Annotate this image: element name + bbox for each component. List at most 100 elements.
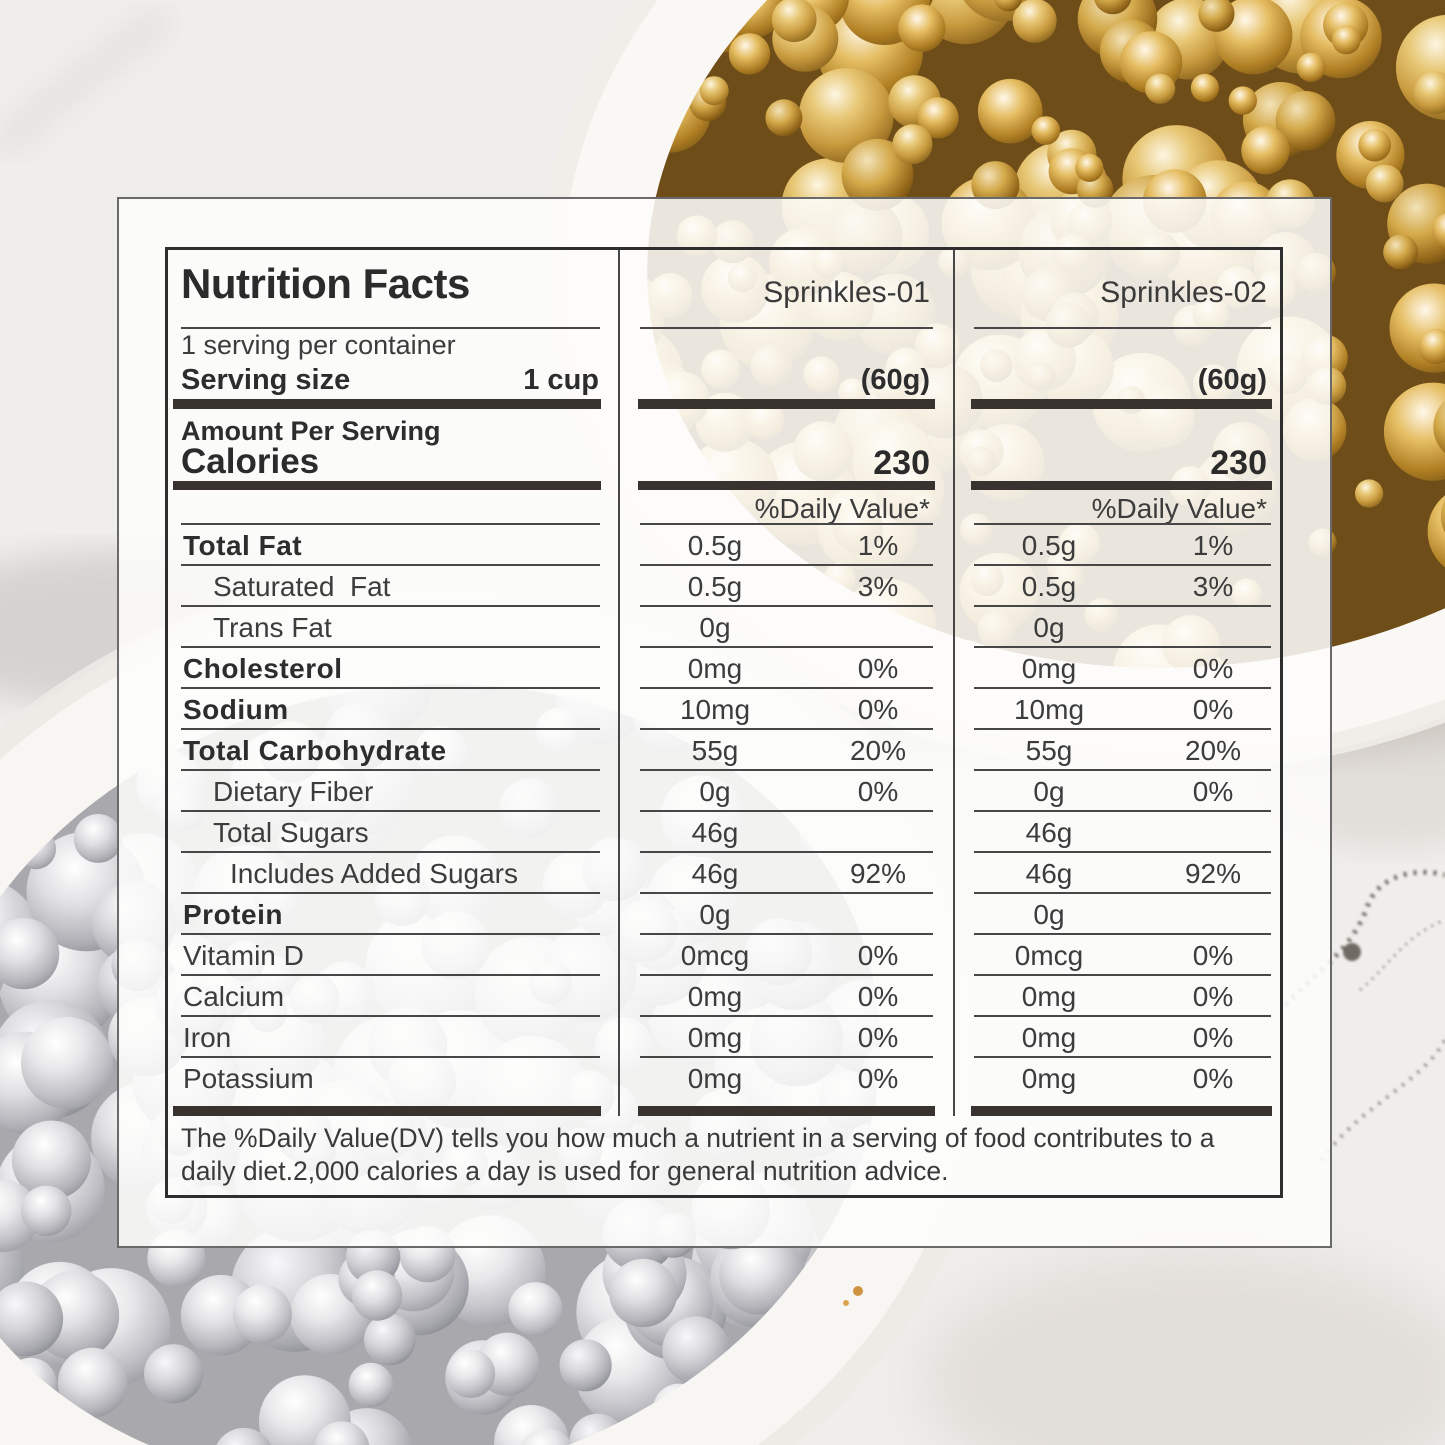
nutrient-row: Sodium 10mg 0% 10mg 0% bbox=[168, 689, 1280, 730]
row-rule bbox=[974, 974, 1271, 976]
thick-bar bbox=[638, 481, 935, 490]
nutrient-amount-product-2: 0mg bbox=[1021, 653, 1077, 684]
row-rule bbox=[181, 769, 600, 771]
marble-speck bbox=[1343, 943, 1361, 961]
nutrient-row: Vitamin D 0mcg 0% 0mcg 0% bbox=[168, 935, 1280, 976]
row-rule bbox=[974, 1015, 1271, 1017]
nutrient-row: Trans Fat 0g 0g bbox=[168, 607, 1280, 648]
row-rule bbox=[640, 605, 933, 607]
nutrient-amount-product-2: 0mcg bbox=[1014, 940, 1084, 971]
nutrient-amount-product-2: 0mg bbox=[1021, 1022, 1077, 1053]
nutrient-amount-product-1: 0g bbox=[699, 612, 731, 643]
thick-bar bbox=[173, 481, 601, 490]
thick-bar bbox=[638, 399, 935, 409]
nutrient-label: Iron bbox=[183, 1022, 232, 1053]
nutrient-dv-product-1: 0% bbox=[857, 653, 899, 684]
row-rule bbox=[181, 933, 600, 935]
nutrient-dv-product-2: 0% bbox=[1192, 776, 1234, 807]
nutrient-dv-product-2: 0% bbox=[1192, 981, 1234, 1012]
row-rule bbox=[181, 687, 600, 689]
header-rule bbox=[640, 523, 933, 525]
header-rule bbox=[974, 523, 1271, 525]
nutrient-label: Total Sugars bbox=[213, 817, 369, 848]
nutrient-amount-product-1: 0g bbox=[699, 899, 731, 930]
gold-crumb bbox=[853, 1286, 863, 1296]
row-rule bbox=[640, 769, 933, 771]
nutrient-dv-product-1: 92% bbox=[849, 858, 907, 889]
row-rule bbox=[181, 646, 600, 648]
nutrient-row: Potassium 0mg 0% 0mg 0% bbox=[168, 1058, 1280, 1106]
nutrient-dv-product-2: 3% bbox=[1192, 571, 1234, 602]
nutrient-amount-product-2: 46g bbox=[1025, 817, 1073, 848]
nutrient-amount-product-2: 0g bbox=[1033, 899, 1065, 930]
serving-size-label: Serving size bbox=[181, 364, 351, 396]
thick-bar bbox=[971, 1106, 1272, 1116]
nutrient-row: Total Sugars 46g 46g bbox=[168, 812, 1280, 853]
nutrient-label: Trans Fat bbox=[213, 612, 332, 643]
marble-vein-light bbox=[0, 8, 171, 156]
product-column-header-2: Sprinkles-02 bbox=[1100, 276, 1267, 309]
calories-value-1: 230 bbox=[873, 444, 930, 482]
row-rule bbox=[181, 892, 600, 894]
row-rule bbox=[974, 851, 1271, 853]
serving-weight-1: (60g) bbox=[860, 364, 930, 396]
nutrient-amount-product-1: 0.5g bbox=[687, 571, 743, 602]
nutrient-dv-product-2: 0% bbox=[1192, 1063, 1234, 1094]
nutrient-dv-product-1: 0% bbox=[857, 1022, 899, 1053]
row-rule bbox=[974, 646, 1271, 648]
nutrient-amount-product-2: 10mg bbox=[1013, 694, 1085, 725]
gold-crumb bbox=[843, 1300, 849, 1306]
nutrient-row: Protein 0g 0g bbox=[168, 894, 1280, 935]
nutrient-amount-product-1: 46g bbox=[691, 817, 739, 848]
nutrient-dv-product-1: 0% bbox=[857, 776, 899, 807]
servings-per-container: 1 serving per container bbox=[181, 330, 456, 360]
nutrient-dv-product-1: 0% bbox=[857, 940, 899, 971]
nutrient-row: Total Fat 0.5g 1% 0.5g 1% bbox=[168, 525, 1280, 566]
row-rule bbox=[181, 1056, 600, 1058]
nutrient-amount-product-1: 0mg bbox=[687, 653, 743, 684]
row-rule bbox=[640, 1056, 933, 1058]
nutrient-amount-product-2: 0g bbox=[1033, 612, 1065, 643]
nutrient-row: Calcium 0mg 0% 0mg 0% bbox=[168, 976, 1280, 1017]
nutrient-row: Dietary Fiber 0g 0% 0g 0% bbox=[168, 771, 1280, 812]
nutrient-amount-product-1: 0.5g bbox=[687, 530, 743, 561]
label-panel bbox=[117, 197, 1332, 1248]
nutrient-dv-product-2: 0% bbox=[1192, 694, 1234, 725]
column-divider bbox=[953, 250, 955, 1116]
header-rule bbox=[181, 523, 600, 525]
product-column-header-1: Sprinkles-01 bbox=[763, 276, 930, 309]
row-rule bbox=[640, 728, 933, 730]
row-rule bbox=[974, 892, 1271, 894]
nutrient-label: Saturated Fat bbox=[213, 571, 391, 602]
nutrient-amount-product-1: 10mg bbox=[679, 694, 751, 725]
row-rule bbox=[181, 728, 600, 730]
nutrient-label: Total Fat bbox=[183, 530, 303, 561]
row-rule bbox=[640, 646, 933, 648]
nutrient-label: Cholesterol bbox=[183, 653, 343, 684]
row-rule bbox=[181, 851, 600, 853]
nutrient-amount-product-1: 0g bbox=[699, 776, 731, 807]
amount-per-serving-label: Amount Per Serving bbox=[181, 416, 441, 446]
thick-bar bbox=[638, 1106, 935, 1116]
nutrient-amount-product-2: 55g bbox=[1025, 735, 1073, 766]
calories-value-2: 230 bbox=[1210, 444, 1267, 482]
nutrient-label: Sodium bbox=[183, 694, 289, 725]
nutrient-label: Protein bbox=[183, 899, 283, 930]
row-rule bbox=[181, 810, 600, 812]
row-rule bbox=[974, 769, 1271, 771]
daily-value-header-1: %Daily Value* bbox=[754, 493, 930, 524]
nutrient-rows: Total Fat 0.5g 1% 0.5g 1% Saturated Fat 0.5g 3%… bbox=[168, 525, 1280, 1106]
row-rule bbox=[640, 933, 933, 935]
nutrient-amount-product-2: 0.5g bbox=[1021, 530, 1077, 561]
header-rule bbox=[181, 327, 600, 329]
serving-weight-2: (60g) bbox=[1197, 364, 1267, 396]
nutrient-dv-product-2: 0% bbox=[1192, 653, 1234, 684]
nutrient-amount-product-1: 46g bbox=[691, 858, 739, 889]
nutrient-dv-product-2: 0% bbox=[1192, 940, 1234, 971]
nutrient-row: Saturated Fat 0.5g 3% 0.5g 3% bbox=[168, 566, 1280, 607]
nutrient-row: Iron 0mg 0% 0mg 0% bbox=[168, 1017, 1280, 1058]
nutrient-amount-product-2: 46g bbox=[1025, 858, 1073, 889]
nutrient-dv-product-1: 0% bbox=[857, 981, 899, 1012]
header-rule bbox=[974, 327, 1271, 329]
